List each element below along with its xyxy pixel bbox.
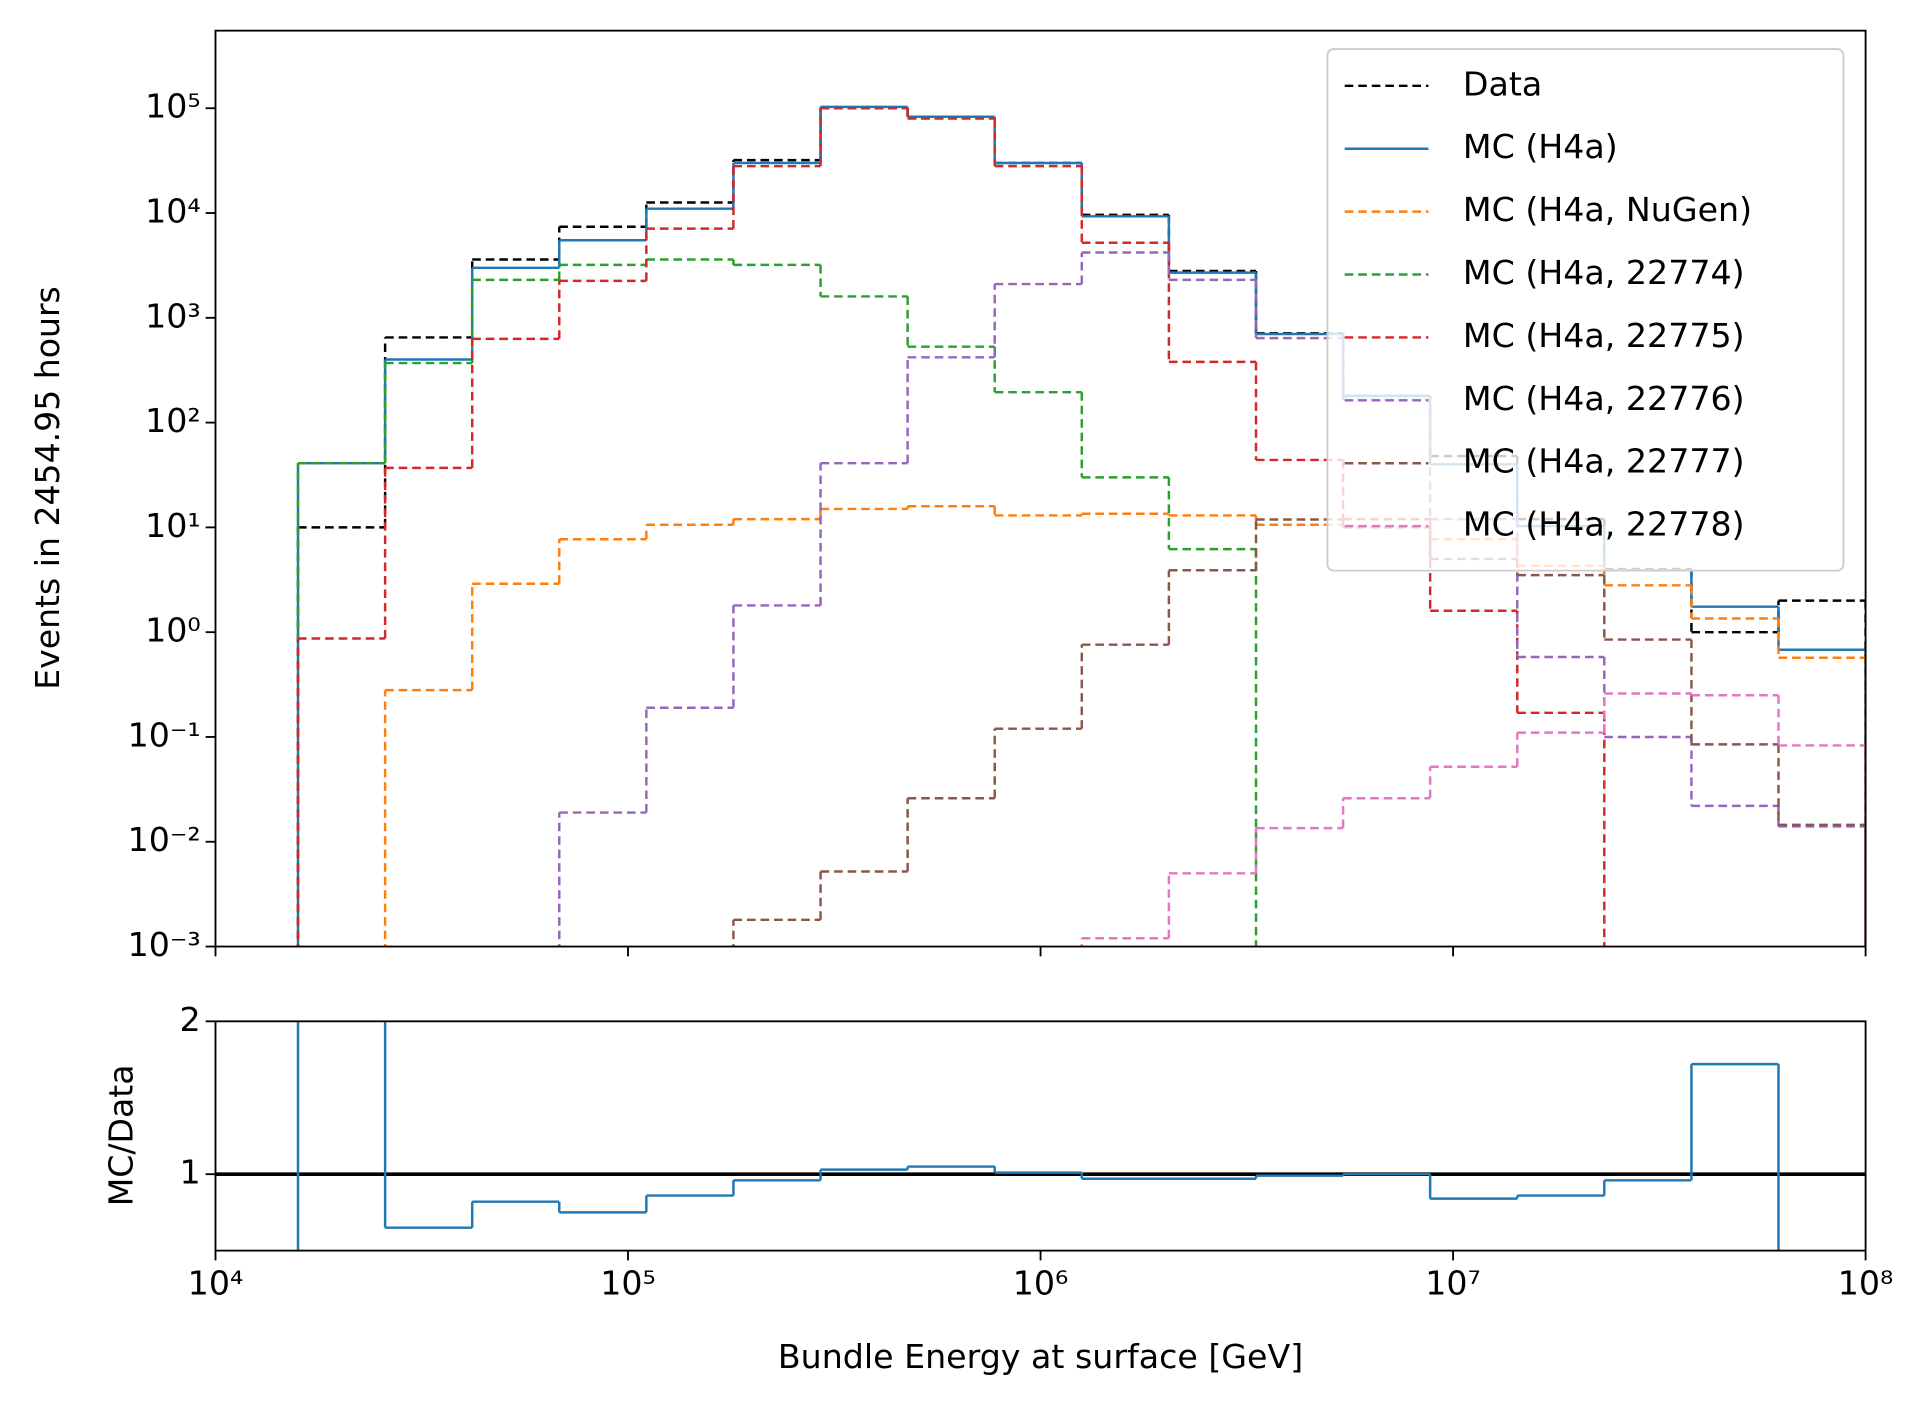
y-tick-label: 10⁻² bbox=[128, 820, 201, 859]
x-tick-label: 10⁷ bbox=[1425, 1263, 1481, 1302]
y-axis-label: MC/Data bbox=[102, 1064, 141, 1206]
legend-box bbox=[1326, 48, 1845, 572]
y-tick-label: 10³ bbox=[145, 296, 201, 335]
legend-label: MC (H4a, 22774) bbox=[1463, 253, 1745, 292]
y-tick-label: 1 bbox=[180, 1153, 201, 1192]
y-tick-label: 10² bbox=[145, 401, 201, 440]
x-tick-label: 10⁶ bbox=[1013, 1263, 1069, 1302]
legend-label: MC (H4a, 22778) bbox=[1463, 505, 1745, 544]
y-axis-label: Events in 2454.95 hours bbox=[28, 286, 67, 690]
legend-label: MC (H4a, 22777) bbox=[1463, 442, 1745, 481]
y-tick-label: 10⁰ bbox=[145, 611, 201, 650]
y-tick-label: 10¹ bbox=[145, 506, 201, 545]
y-tick-label: 10⁻³ bbox=[128, 925, 201, 964]
legend-label: MC (H4a) bbox=[1463, 127, 1618, 166]
y-tick-label: 10⁵ bbox=[145, 87, 201, 126]
legend-label: Data bbox=[1463, 64, 1542, 103]
y-tick-label: 10⁴ bbox=[145, 192, 201, 231]
x-tick-label: 10⁴ bbox=[188, 1263, 244, 1302]
legend-label: MC (H4a, 22775) bbox=[1463, 316, 1745, 355]
axes-frame bbox=[214, 1020, 1867, 1252]
y-tick-label: 2 bbox=[180, 1000, 201, 1039]
legend-label: MC (H4a, NuGen) bbox=[1463, 190, 1752, 229]
axes-frame bbox=[214, 29, 1867, 948]
x-tick-label: 10⁵ bbox=[600, 1263, 656, 1302]
plot-area bbox=[215, 1021, 1866, 1251]
x-axis-label: Bundle Energy at surface [GeV] bbox=[778, 1337, 1303, 1376]
x-tick-label: 10⁸ bbox=[1838, 1263, 1894, 1302]
legend-label: MC (H4a, 22776) bbox=[1463, 379, 1745, 418]
y-tick-label: 10⁻¹ bbox=[128, 716, 201, 755]
